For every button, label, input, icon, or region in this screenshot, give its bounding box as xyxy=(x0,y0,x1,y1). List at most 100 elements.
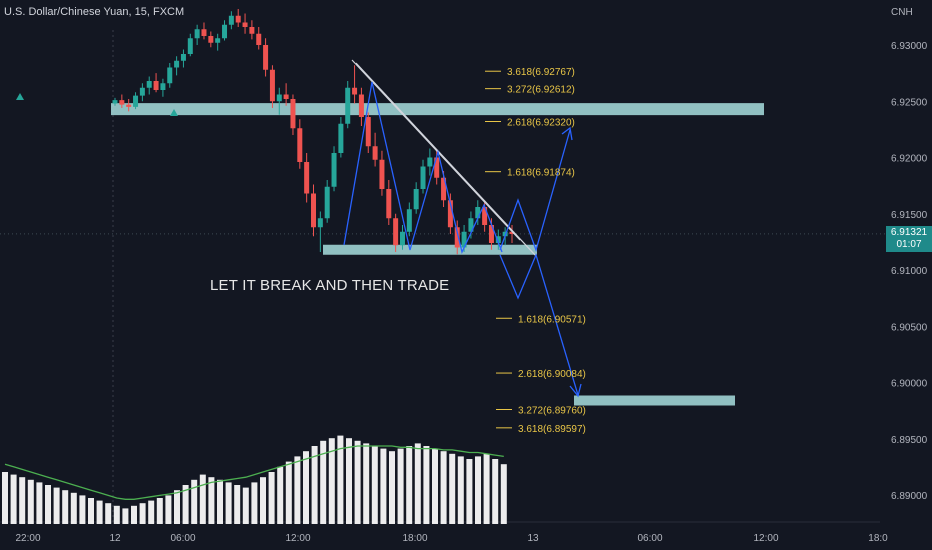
x-tick-label: 22:00 xyxy=(15,533,40,544)
candle-body xyxy=(126,104,132,107)
volume-bar xyxy=(423,446,430,524)
volume-bar xyxy=(62,490,69,524)
candle-body xyxy=(338,123,344,153)
volume-bar xyxy=(320,440,327,524)
fib-up-label: 3.618(6.92767) xyxy=(507,67,575,78)
volume-bar xyxy=(449,453,456,524)
candle-body xyxy=(420,166,426,189)
volume-bar xyxy=(492,459,499,524)
volume-bar xyxy=(131,505,137,524)
volume-bar xyxy=(242,487,249,524)
fib-down-label: 2.618(6.90084) xyxy=(518,369,586,380)
candle-body xyxy=(256,33,262,45)
candle-body xyxy=(379,159,385,189)
y-tick-label: 6.92500 xyxy=(891,97,928,108)
candle-body xyxy=(215,38,221,43)
candle-body xyxy=(139,87,145,96)
y-tick-label: 6.91500 xyxy=(891,210,928,221)
x-tick-label: 18:00 xyxy=(402,533,427,544)
candle-body xyxy=(358,94,364,117)
candle-body xyxy=(372,146,378,160)
buy-marker xyxy=(16,93,24,100)
volume-bar xyxy=(148,500,155,524)
candle-body xyxy=(160,83,166,90)
candle-body xyxy=(283,94,289,99)
volume-bar xyxy=(53,487,60,524)
y-tick-label: 6.90000 xyxy=(891,379,928,390)
volume-bar xyxy=(88,498,94,524)
volume-bar xyxy=(96,500,103,524)
zone-target xyxy=(574,395,735,406)
volume-bar xyxy=(79,495,86,524)
volume-bar xyxy=(19,477,26,524)
fib-up-label: 2.618(6.92320) xyxy=(507,118,575,129)
volume-bar xyxy=(70,492,77,524)
candle-body xyxy=(133,95,139,107)
volume-bar xyxy=(217,479,223,524)
y-tick-label: 6.91000 xyxy=(891,266,928,277)
volume-bar xyxy=(199,474,206,524)
candle-body xyxy=(399,231,405,246)
volume-bar xyxy=(414,443,421,524)
candle-body xyxy=(447,200,453,228)
last-price-value: 6.91321 xyxy=(890,227,928,238)
candle-body xyxy=(345,87,351,124)
candle-body xyxy=(482,207,488,225)
volume-bar xyxy=(174,490,180,524)
zone-support xyxy=(323,244,537,255)
y-tick-label: 6.89500 xyxy=(891,435,928,446)
candle-body xyxy=(304,162,310,194)
x-tick-label: 18:0 xyxy=(868,533,888,544)
zone-resistance xyxy=(111,103,764,116)
candle-body xyxy=(393,218,399,246)
volume-bar xyxy=(363,443,370,524)
candle-body xyxy=(509,231,515,234)
candle-body xyxy=(167,67,173,84)
volume-bar xyxy=(500,464,507,524)
volume-bar xyxy=(285,461,292,524)
trendline-lower xyxy=(355,62,537,257)
volume-bar xyxy=(165,495,172,524)
volume-bar xyxy=(406,446,413,524)
x-tick-label: 06:00 xyxy=(637,533,662,544)
volume-bar xyxy=(277,466,284,524)
down-projection xyxy=(499,253,579,396)
up-arrowhead xyxy=(561,126,573,141)
fib-down-label: 1.618(6.90571) xyxy=(518,314,586,325)
volume-bar xyxy=(2,472,8,524)
volume-bar xyxy=(483,453,490,524)
volume-bar xyxy=(457,456,464,524)
volume-bar xyxy=(432,448,438,524)
candle-body xyxy=(297,128,303,162)
candle-body xyxy=(242,22,248,27)
up-projection xyxy=(499,129,571,253)
candle-body xyxy=(365,117,371,147)
candle-body xyxy=(495,236,501,243)
candle-body xyxy=(119,100,125,105)
x-tick-label: 12:00 xyxy=(753,533,778,544)
volume-bar xyxy=(45,485,51,524)
x-tick-label: 12 xyxy=(109,533,121,544)
volume-bar xyxy=(475,456,481,524)
volume-bar xyxy=(303,451,309,524)
candle-body xyxy=(174,60,180,68)
volume-bar xyxy=(389,451,395,524)
candle-body xyxy=(311,193,316,228)
candle-body xyxy=(263,45,269,70)
candle-body xyxy=(194,29,200,39)
candle-body xyxy=(386,189,392,219)
volume-bar xyxy=(122,508,129,524)
volume-bar xyxy=(10,474,17,524)
volume-bar xyxy=(397,448,404,524)
chart-title: U.S. Dollar/Chinese Yuan, 15, FXCM xyxy=(4,6,185,18)
candle-body xyxy=(488,225,494,243)
fib-up-label: 3.272(6.92612) xyxy=(507,85,575,96)
candle-body xyxy=(228,15,234,25)
fib-up-label: 1.618(6.91874) xyxy=(507,168,575,179)
volume-bar xyxy=(346,438,352,524)
x-tick-label: 06:00 xyxy=(170,533,195,544)
wave-path xyxy=(343,81,503,254)
volume-bar xyxy=(113,505,120,524)
volume-bar xyxy=(36,482,43,524)
